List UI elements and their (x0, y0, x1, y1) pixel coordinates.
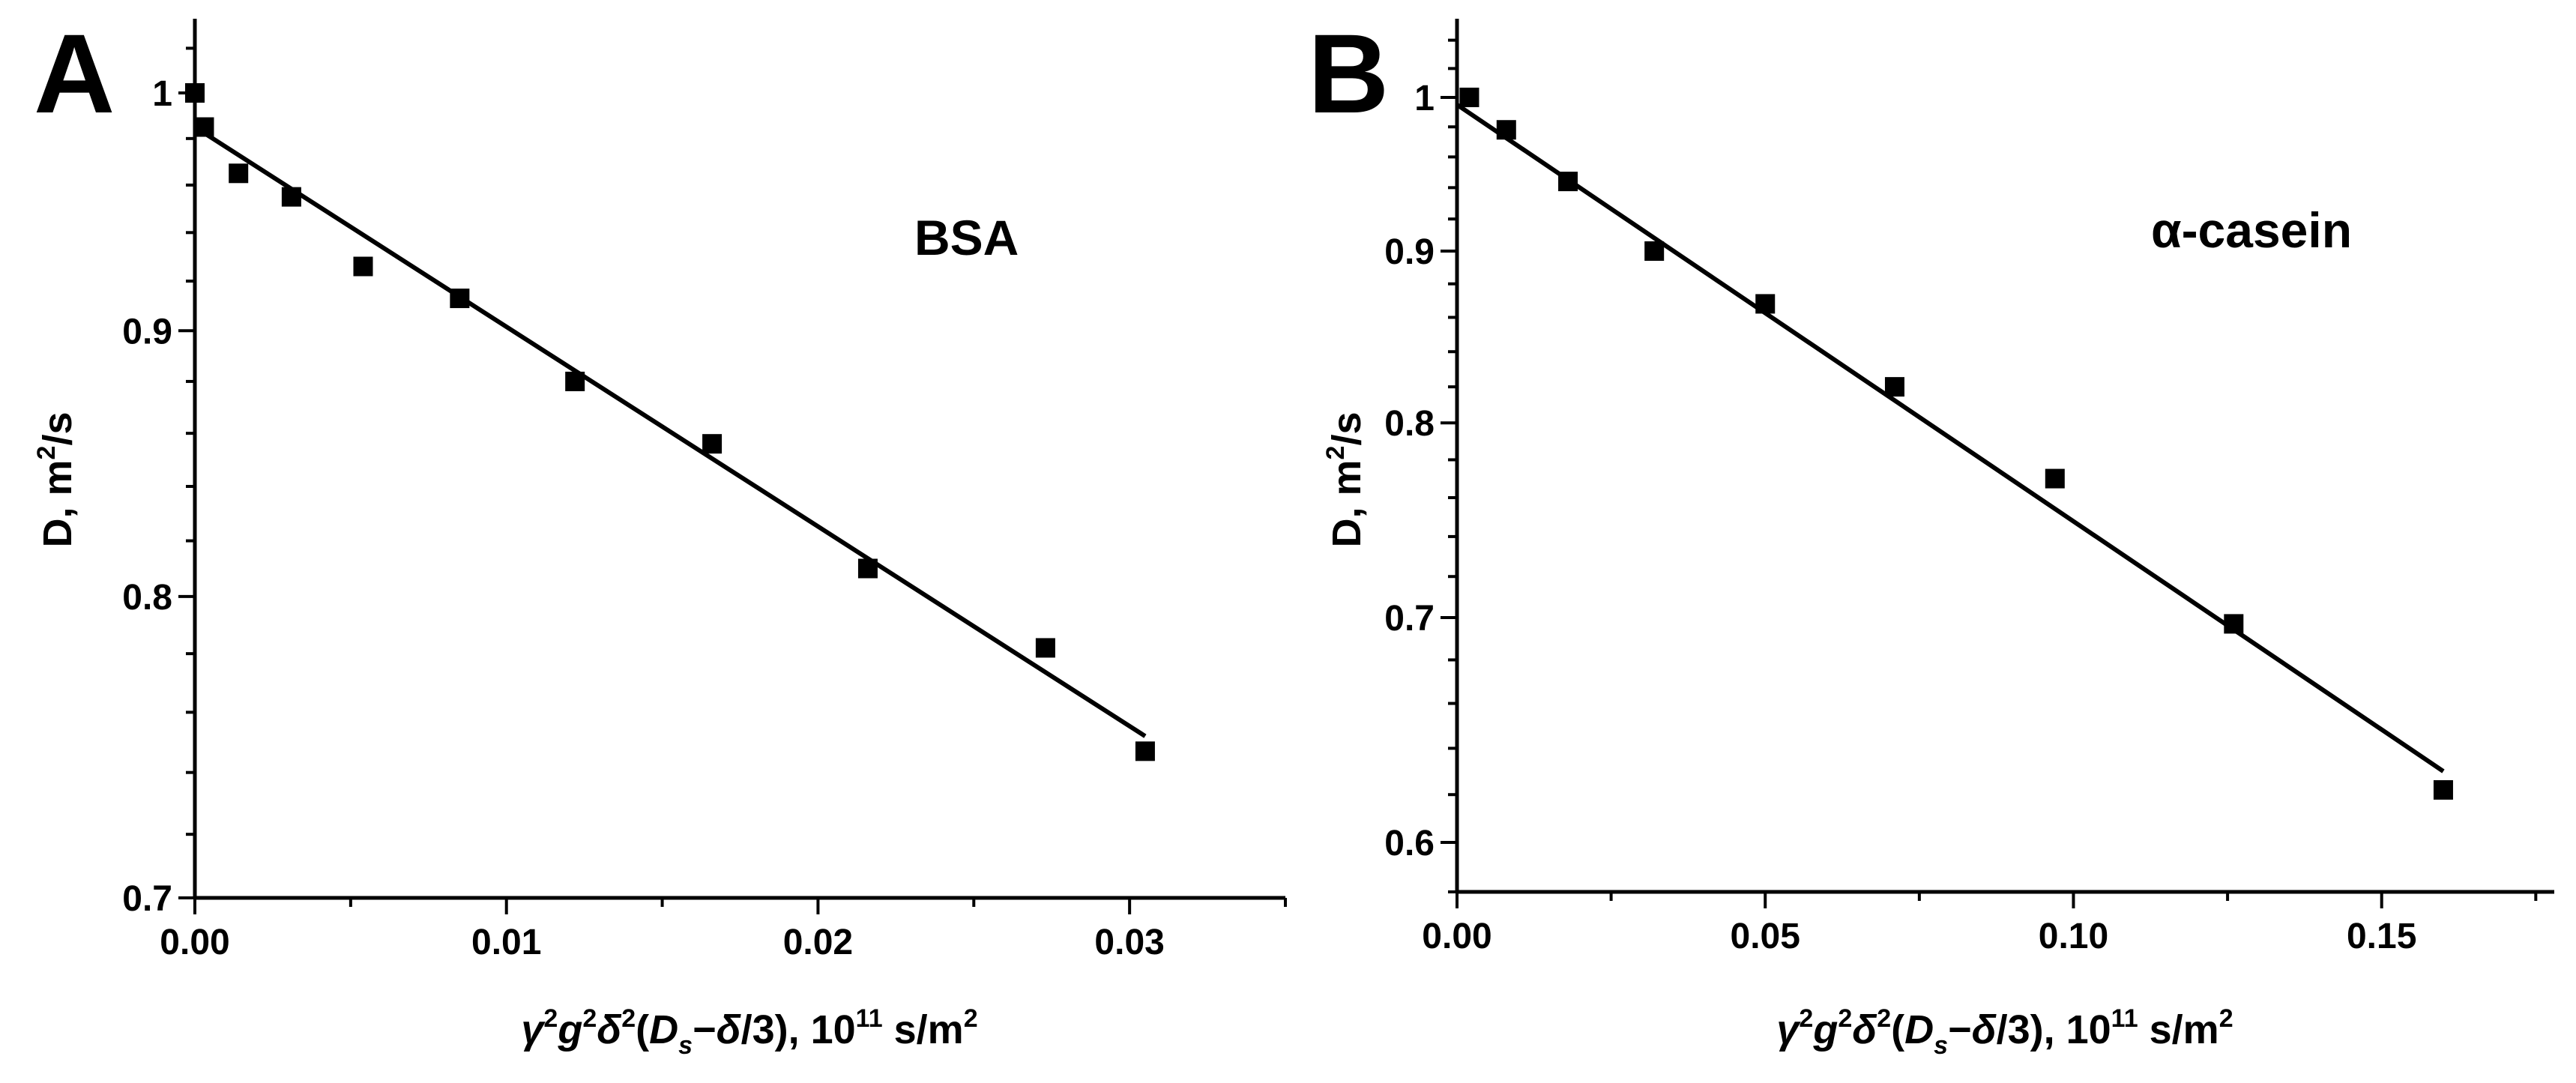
y-tick-label: 1 (1414, 79, 1435, 118)
x-tick-label: 0.00 (1422, 917, 1491, 956)
data-point (1884, 377, 1904, 397)
y-tick-label: 0.8 (1384, 404, 1435, 444)
data-point (353, 256, 373, 277)
x-tick-label: 0.10 (2039, 917, 2108, 956)
y-tick-label: 0.6 (1384, 824, 1435, 863)
data-point (1459, 87, 1479, 107)
data-point (2045, 468, 2065, 489)
x-tick-label: 0.15 (2347, 917, 2416, 956)
data-point (229, 163, 249, 184)
x-tick-label: 0.01 (471, 923, 541, 962)
x-tick-label: 0.03 (1094, 923, 1164, 962)
x-tick-label: 0.00 (160, 923, 229, 962)
panel-label: B (1308, 10, 1389, 136)
y-tick-label: 0.9 (122, 312, 172, 352)
y-tick-label: 0.7 (122, 879, 172, 919)
x-axis-title: γ2g2δ2(Ds−δ/3), 1011 s/m2 (1776, 1004, 2233, 1060)
data-point (2433, 779, 2453, 800)
x-axis-title: γ2g2δ2(Ds−δ/3), 1011 s/m2 (521, 1004, 977, 1060)
panel-a: 0.00 0.01 0.02 0.03 0.7 0.8 0.9 1A BSA D, m2/s γ2g… (32, 10, 1287, 1060)
y-tick-label: 0.9 (1384, 232, 1435, 272)
y-tick-label: 0.8 (122, 578, 172, 618)
x-tick-label: 0.02 (783, 923, 853, 962)
fit-line (193, 124, 1147, 738)
data-point (702, 434, 723, 454)
panel-b: 0.00 0.05 0.10 0.15 0.6 0.7 0.8 0.9 1Bα-casein D,… (1308, 10, 2554, 1060)
y-axis-title: D, m2/s (1321, 412, 1369, 548)
data-point (1135, 741, 1155, 761)
data-point (1035, 638, 1055, 658)
panel-label: A (34, 10, 115, 136)
data-point (185, 83, 205, 103)
sample-annotation: α-casein (2151, 202, 2352, 258)
fit-line (1456, 103, 2445, 773)
y-axis-title: D, m2/s (32, 412, 80, 548)
sample-annotation: BSA (914, 210, 1019, 265)
y-tick-label: 1 (152, 74, 172, 114)
y-tick-label: 0.7 (1384, 599, 1435, 639)
x-tick-label: 0.05 (1731, 917, 1800, 956)
